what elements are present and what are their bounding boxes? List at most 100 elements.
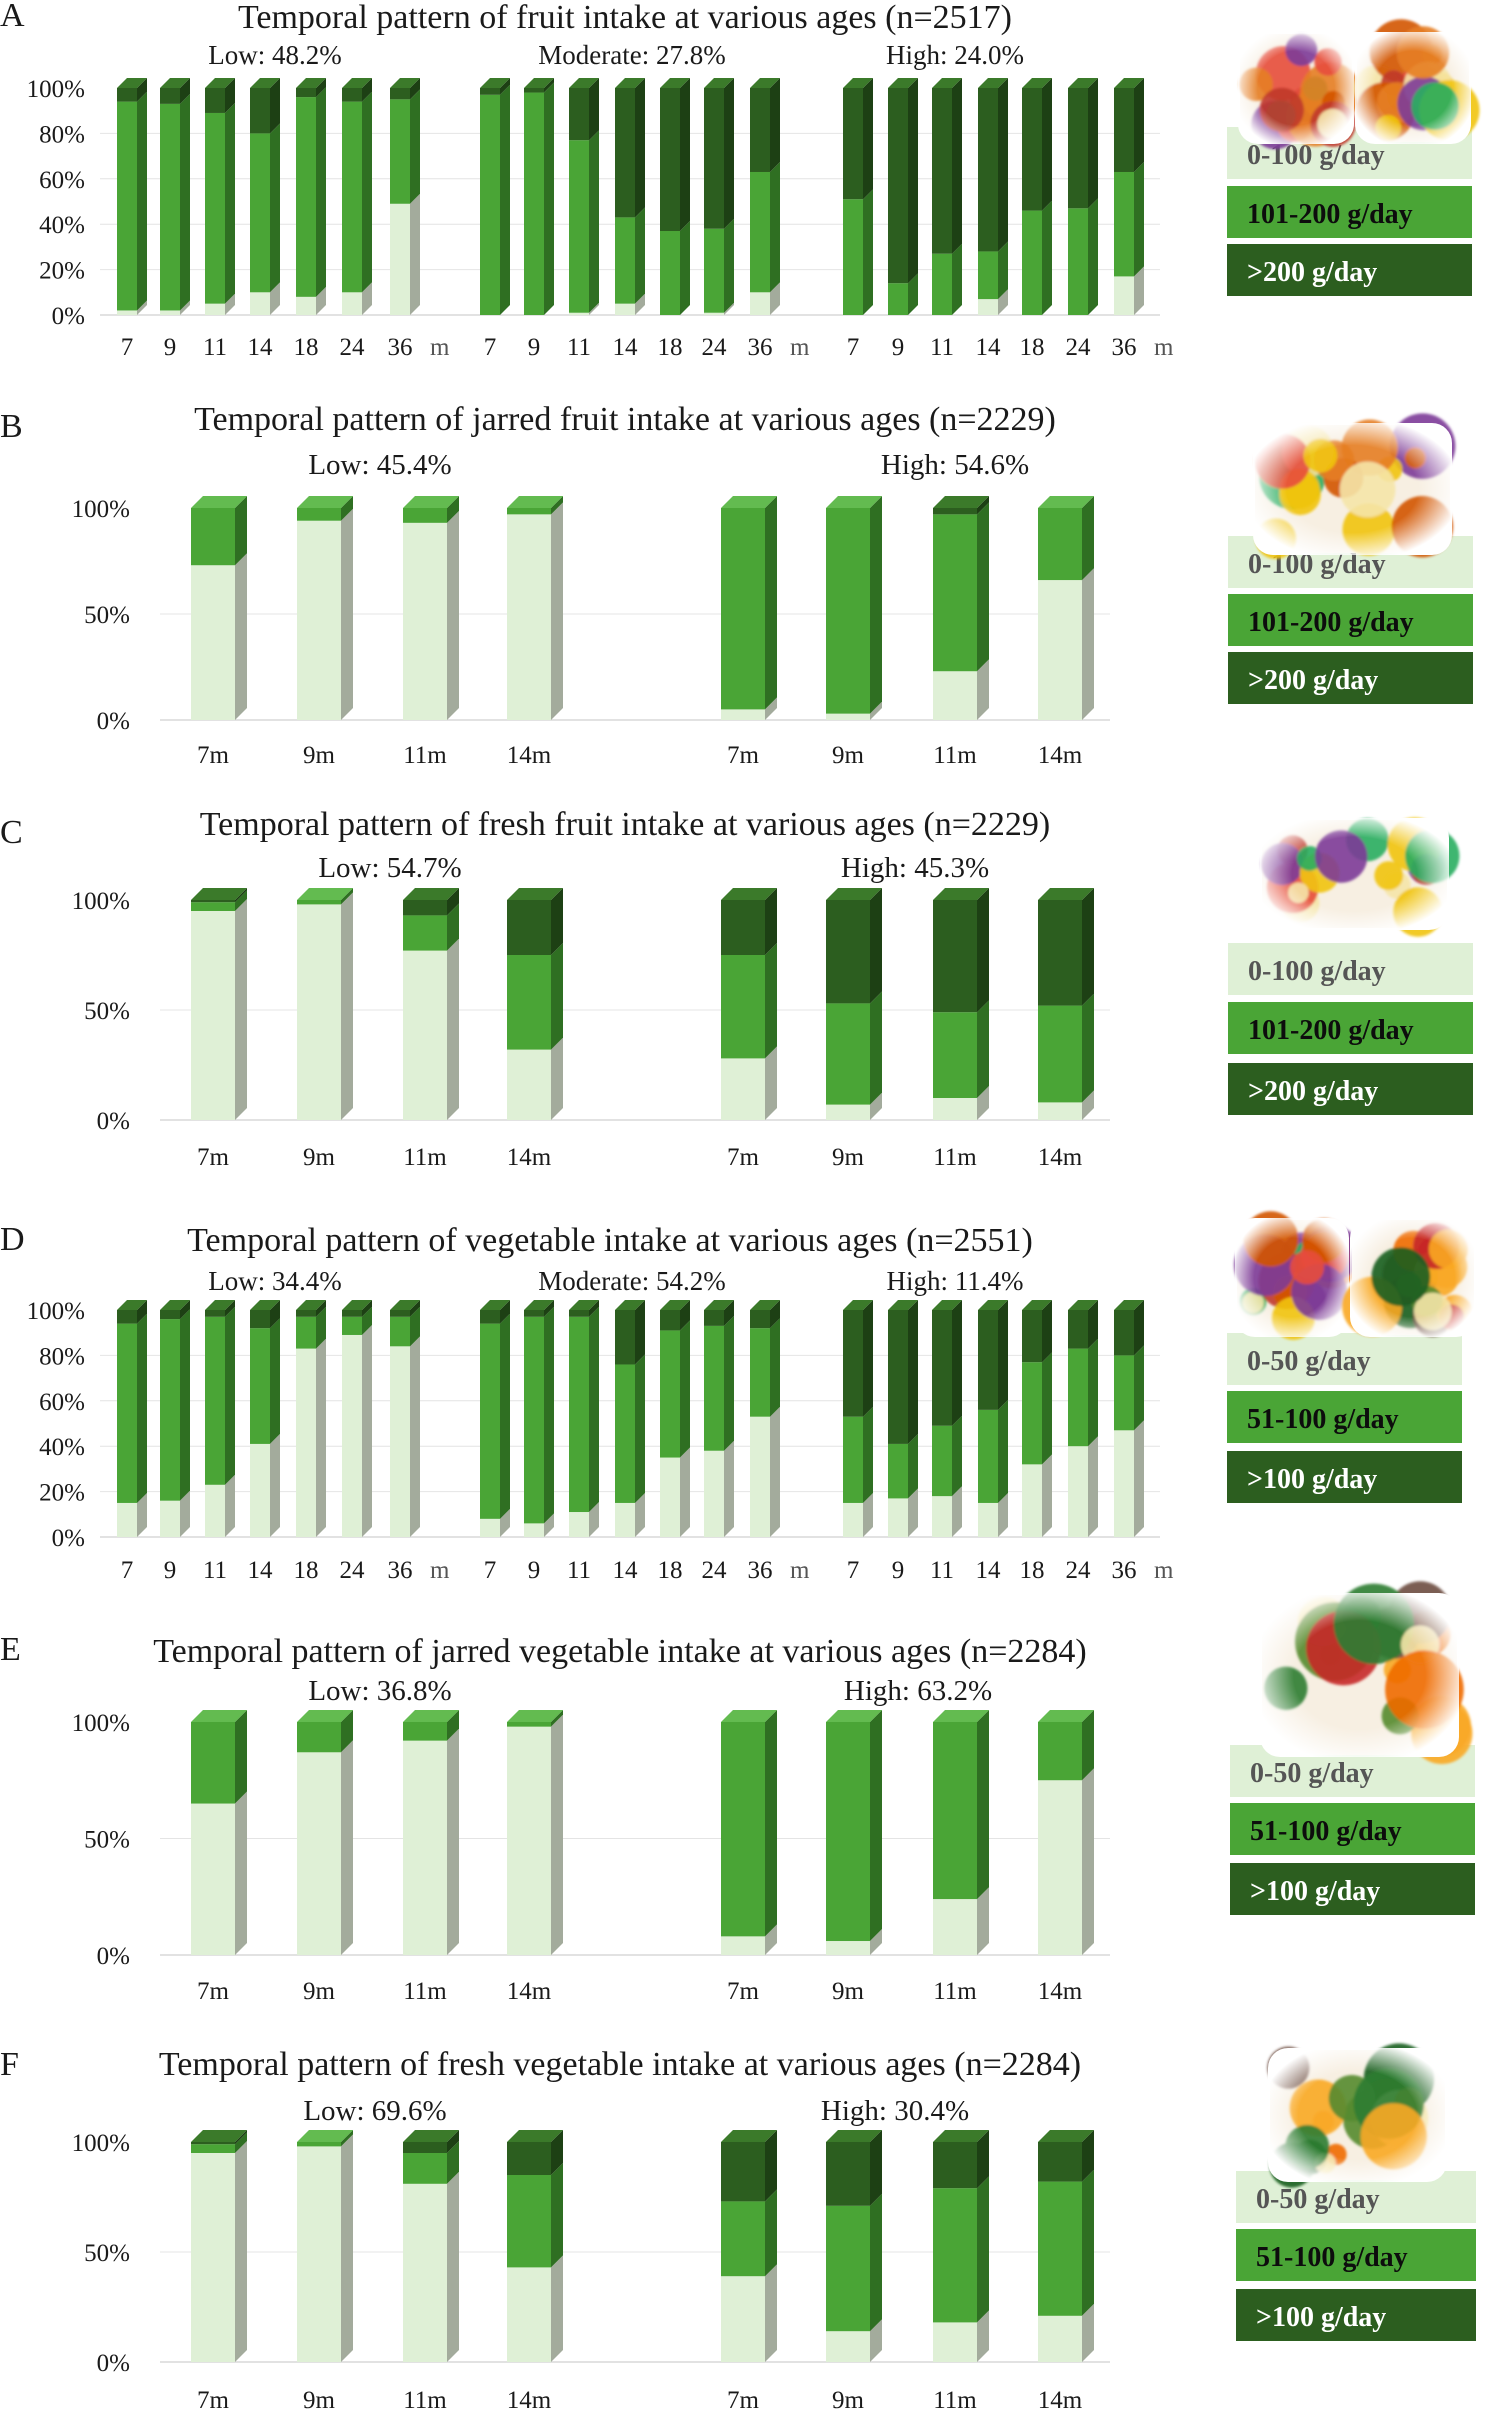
legend-label: >200 g/day: [1248, 665, 1378, 696]
x-tick-label: 18: [294, 1557, 319, 1584]
bar-segment-light: [191, 1791, 247, 1955]
y-tick-label: 100%: [27, 1298, 85, 1325]
bar-segment-dark: [296, 78, 326, 98]
x-tick-label: 11: [203, 1557, 227, 1584]
bar-segment-dark: [615, 78, 645, 218]
x-tick-label: 14m: [507, 742, 552, 769]
legend-item-light: 0-50 g/day: [1227, 1333, 1462, 1385]
bar-segment-dark: [117, 1300, 147, 1324]
bar-segment-mid: [296, 1306, 326, 1349]
bar-stack: [750, 78, 780, 315]
bar-stack: [721, 1710, 777, 1955]
x-tick-label: 11m: [403, 1144, 447, 1171]
bar-segment-mid: [615, 1354, 645, 1503]
panel-letter: A: [0, 0, 25, 34]
y-tick-label: 0%: [52, 303, 85, 330]
bar-stack: [403, 496, 459, 720]
bar-top-face: [480, 78, 510, 88]
bar-segment-dark: [843, 1300, 873, 1417]
x-tick-label: 18: [658, 1557, 683, 1584]
y-tick-label: 60%: [39, 167, 85, 194]
bar-stack: [933, 888, 989, 1120]
bar-segment-light: [933, 659, 989, 720]
x-tick-label: 9m: [303, 742, 336, 769]
bar-top-face: [1068, 78, 1098, 88]
bar-top-face: [1022, 1300, 1052, 1310]
panel-letter: F: [0, 2046, 19, 2083]
bar-stack: [1068, 78, 1098, 315]
x-tick-label: 24: [1066, 334, 1092, 361]
bar-stack: [615, 78, 645, 315]
bar-top-face: [1114, 1300, 1144, 1310]
bar-segment-dark: [978, 1300, 1008, 1410]
bar-segment-light: [1114, 266, 1144, 315]
bar-stack: [1114, 78, 1144, 315]
bar-stack: [507, 888, 563, 1120]
bar-segment-mid: [296, 87, 326, 297]
bar-segment-dark: [704, 78, 734, 229]
bar-segment-dark: [250, 78, 280, 134]
bar-segment-dark: [160, 1300, 190, 1320]
bar-top-face: [660, 78, 690, 88]
bar-segment-mid: [507, 1710, 563, 1727]
bar-stack: [826, 888, 882, 1120]
group-label: Moderate: 54.2%: [538, 1266, 725, 1296]
x-tick-label: 36: [748, 1557, 773, 1584]
bar-top-face: [507, 888, 563, 900]
bar-segment-dark: [933, 496, 989, 515]
chart-panel-e: E Temporal pattern of jarred vegetable in…: [0, 1631, 1475, 2005]
bar-stack: [250, 1300, 280, 1537]
x-tick-label: 11: [930, 1557, 954, 1584]
bar-segment-mid: [826, 496, 882, 714]
bar-top-face: [933, 2130, 989, 2142]
bar-top-face: [250, 1300, 280, 1310]
bar-segment-mid: [205, 1306, 235, 1485]
bar-segment-mid: [250, 123, 280, 293]
bar-segment-light: [117, 1492, 147, 1537]
bar-segment-light: [569, 1502, 599, 1537]
x-tick-label: 36: [388, 1557, 413, 1584]
bar-stack: [297, 496, 353, 720]
bar-segment-light: [933, 2310, 989, 2362]
legend-swatch: [1230, 1803, 1475, 1855]
bar-stack: [826, 496, 882, 720]
bar-segment-light: [750, 1406, 780, 1537]
bar-stack: [1038, 496, 1094, 720]
bar-segment-light: [205, 293, 235, 315]
bar-segment-mid: [933, 2176, 989, 2323]
bar-stack: [1068, 1300, 1098, 1537]
chart-title: Temporal pattern of fruit intake at vari…: [238, 0, 1012, 36]
bar-segment-light: [297, 1740, 353, 1955]
panel-letter: B: [0, 408, 23, 445]
x-tick-label: 7: [847, 1557, 860, 1584]
bar-segment-mid: [660, 221, 690, 315]
bar-segment-light: [843, 1492, 873, 1537]
bar-segment-light: [826, 701, 882, 720]
y-tick-label: 0%: [52, 1525, 85, 1552]
bar-segment-light: [1068, 1436, 1098, 1537]
bar-segment-dark: [342, 78, 372, 102]
bar-stack: [191, 2130, 247, 2362]
bar-segment-dark: [205, 78, 235, 113]
bar-segment-dark: [191, 2130, 247, 2145]
x-tick-label: 11: [930, 334, 954, 361]
bar-segment-mid: [1022, 200, 1052, 315]
bar-segment-dark: [933, 888, 989, 1013]
bar-segment-mid: [1068, 198, 1098, 315]
chart-panel-d: D Temporal pattern of vegetable intake at…: [0, 1221, 1462, 1584]
bar-segment-mid: [191, 2132, 247, 2153]
group-label: High: 11.4%: [887, 1266, 1024, 1296]
bar-segment-mid: [297, 888, 353, 905]
group-label: High: 63.2%: [844, 1675, 992, 1707]
legend-label: 0-50 g/day: [1247, 1346, 1371, 1377]
x-tick-label: 24: [340, 334, 366, 361]
bar-segment-light: [721, 697, 777, 720]
bar-stack: [480, 1300, 510, 1537]
bar-stack: [1022, 1300, 1052, 1537]
legend-item-mid: 101-200 g/day: [1228, 594, 1473, 646]
bar-segment-dark: [1114, 78, 1144, 172]
bar-segment-mid: [932, 1415, 962, 1497]
x-tick-label: 11m: [403, 742, 447, 769]
jarred-veg-and-vegetables-photo: [1234, 1211, 1361, 1340]
legend-label: >100 g/day: [1250, 1876, 1380, 1907]
